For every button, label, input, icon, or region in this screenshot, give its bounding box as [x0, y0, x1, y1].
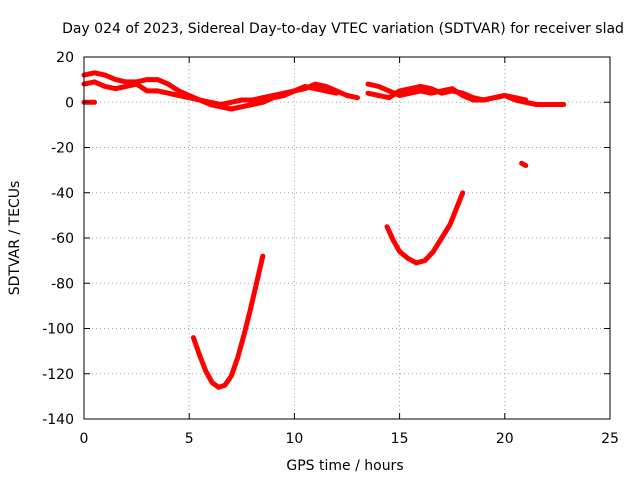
x-tick-label: 15	[391, 431, 409, 447]
y-tick-label: 0	[65, 95, 74, 111]
chart-title: Day 024 of 2023, Sidereal Day-to-day VTE…	[62, 21, 624, 37]
x-tick-label: 10	[285, 431, 303, 447]
y-tick-labels: -140 -120 -100 -80 -60 -40 -20 0 20	[42, 50, 74, 428]
grid	[84, 57, 610, 419]
data-series	[81, 70, 567, 390]
data-series-line	[365, 81, 529, 103]
x-tick-label: 5	[185, 431, 194, 447]
x-axis-title: GPS time / hours	[286, 458, 403, 474]
data-series-line	[384, 190, 466, 266]
data-series-line	[519, 160, 529, 169]
x-tick-label: 0	[80, 431, 89, 447]
y-tick-label: -40	[51, 186, 74, 202]
y-tick-label: -20	[51, 141, 74, 157]
x-tick-label: 25	[601, 431, 619, 447]
data-series-line	[81, 79, 339, 107]
x-tick-label: 20	[496, 431, 514, 447]
y-tick-label: -100	[42, 322, 74, 338]
y-tick-label: -80	[51, 276, 74, 292]
tick-marks	[83, 56, 611, 420]
data-series-line	[190, 253, 266, 390]
plot-frame	[83, 56, 611, 420]
y-tick-label: -120	[42, 367, 74, 383]
x-tick-labels: 0 5 10 15 20 25	[80, 431, 619, 447]
y-tick-label: 20	[56, 50, 74, 66]
y-tick-label: -60	[51, 231, 74, 247]
y-axis-title: SDTVAR / TECUs	[7, 181, 23, 296]
y-tick-label: -140	[42, 412, 74, 428]
